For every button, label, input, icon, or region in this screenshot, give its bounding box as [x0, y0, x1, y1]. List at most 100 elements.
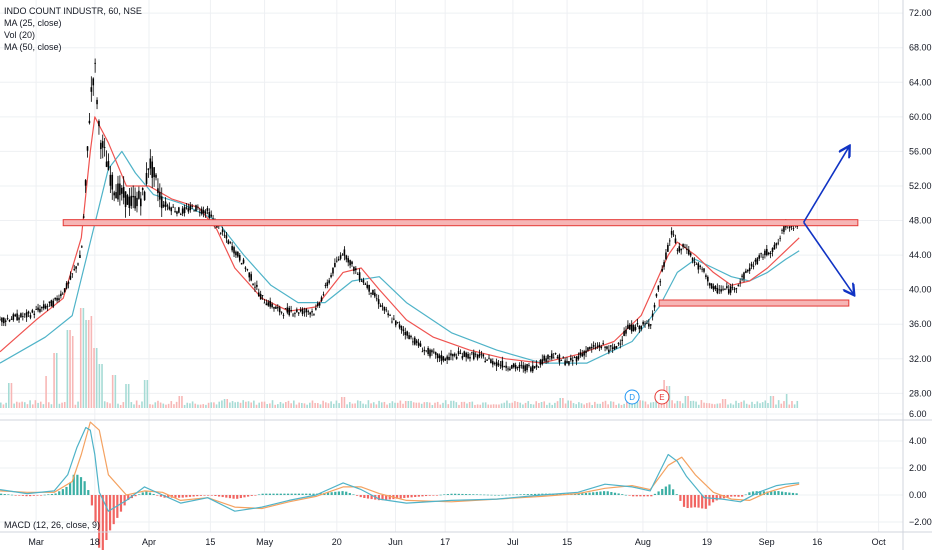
macd-histogram-bar	[330, 492, 333, 495]
candle-body	[160, 196, 163, 209]
volume-bar	[596, 403, 599, 408]
up-arrow[interactable]	[802, 147, 849, 223]
candle-body	[75, 266, 77, 269]
volume-bar	[186, 402, 189, 408]
ma25-legend[interactable]: MA (25, close)	[4, 18, 62, 28]
candle-body	[316, 303, 319, 307]
down-arrow[interactable]	[803, 221, 854, 294]
volume-bar	[213, 402, 215, 408]
macd-histogram-bar	[359, 495, 362, 498]
candle-body	[109, 174, 112, 186]
x-tick-label: 15	[205, 537, 215, 547]
candle-body	[252, 283, 254, 285]
candle-body	[288, 307, 291, 316]
volume-bar	[559, 398, 562, 408]
volume-bar	[474, 404, 476, 408]
candle-body	[741, 275, 743, 277]
event-marker-d[interactable]	[624, 389, 640, 405]
symbol-title[interactable]: INDO COUNT INDUSTR, 60, NSE	[4, 6, 142, 16]
macd-histogram-bar	[152, 493, 155, 495]
volume-bar	[245, 401, 247, 408]
volume-bar	[466, 403, 468, 408]
candle-body	[724, 288, 726, 290]
volume-bar	[700, 400, 703, 408]
macd-histogram-bar	[214, 495, 217, 496]
volume-bar	[753, 404, 756, 408]
macd-histogram-bar	[247, 495, 250, 497]
volume-bar	[111, 375, 114, 408]
volume-bar	[442, 402, 444, 408]
macd-histogram-bar	[780, 491, 784, 495]
drawing-zones[interactable]	[62, 219, 859, 307]
volume-bar	[524, 402, 527, 408]
volume-bar	[202, 404, 205, 408]
volume-bar	[562, 398, 564, 408]
candle-body	[81, 246, 83, 248]
ma50-legend[interactable]: MA (50, close)	[4, 42, 62, 52]
candle-body	[25, 312, 28, 318]
volume-bar	[479, 404, 482, 408]
macd-title[interactable]: MACD (12, 26, close, 9)	[4, 520, 101, 530]
macd-histogram-bar	[348, 493, 351, 495]
candle-body	[387, 313, 389, 316]
grid	[0, 0, 903, 532]
candle-body	[720, 289, 722, 292]
macd-histogram-bar	[76, 474, 79, 495]
macd-histogram-bar	[744, 494, 747, 496]
candle-body	[455, 356, 458, 359]
candle-body	[269, 300, 271, 307]
volume-bar	[649, 402, 652, 408]
x-tick-label: 18	[90, 537, 100, 547]
macd-histogram-bar	[690, 495, 693, 508]
event-marker-e[interactable]	[654, 389, 670, 405]
drawing-arrows[interactable]	[802, 147, 854, 294]
candle-body	[773, 244, 776, 250]
volume-bar	[77, 401, 79, 408]
volume-bar	[162, 403, 165, 408]
candle-body	[358, 272, 361, 280]
candle-body	[242, 259, 245, 264]
candle-body	[478, 353, 481, 357]
volume-bar	[287, 400, 290, 408]
volume-bar	[380, 402, 383, 408]
candle-body	[23, 313, 26, 315]
candle-body	[73, 269, 76, 270]
volume-bar	[362, 403, 364, 408]
candle-body	[240, 263, 243, 265]
volume-bar	[234, 402, 237, 408]
volume-bar	[71, 336, 74, 408]
macd-histogram-bar	[701, 495, 704, 509]
volume-bar	[583, 404, 585, 408]
candle-body	[644, 323, 646, 325]
volume-bar	[170, 401, 173, 408]
volume-bar	[109, 403, 111, 408]
volume-bar	[591, 404, 593, 408]
macd-histogram-bar	[127, 495, 130, 501]
volume-legend[interactable]: Vol (20)	[4, 30, 36, 40]
volume-bar	[394, 402, 396, 408]
candle-body	[764, 250, 766, 256]
volume-bar	[346, 404, 348, 408]
macd-histogram-bar	[188, 495, 192, 497]
volume-bar	[316, 403, 319, 408]
resistance-zone[interactable]	[62, 219, 859, 227]
volume-bar	[146, 380, 149, 408]
volume-bar	[426, 402, 428, 408]
macd-histogram-bar	[159, 495, 163, 497]
candle-body	[668, 240, 671, 242]
support-zone[interactable]	[658, 299, 850, 307]
volume-bar	[727, 404, 729, 408]
candle-body	[743, 272, 745, 279]
macd-histogram-bar	[417, 495, 420, 497]
price-candles	[0, 58, 799, 374]
volume-bar	[705, 403, 708, 408]
macd-histogram-bar	[657, 491, 660, 495]
volume-bar	[436, 401, 439, 408]
candle-body	[547, 354, 549, 360]
volume-bar	[298, 402, 300, 408]
macd-histogram-bar	[366, 495, 370, 499]
macd-histogram-bar	[283, 493, 286, 495]
macd-histogram-bar	[138, 494, 141, 495]
